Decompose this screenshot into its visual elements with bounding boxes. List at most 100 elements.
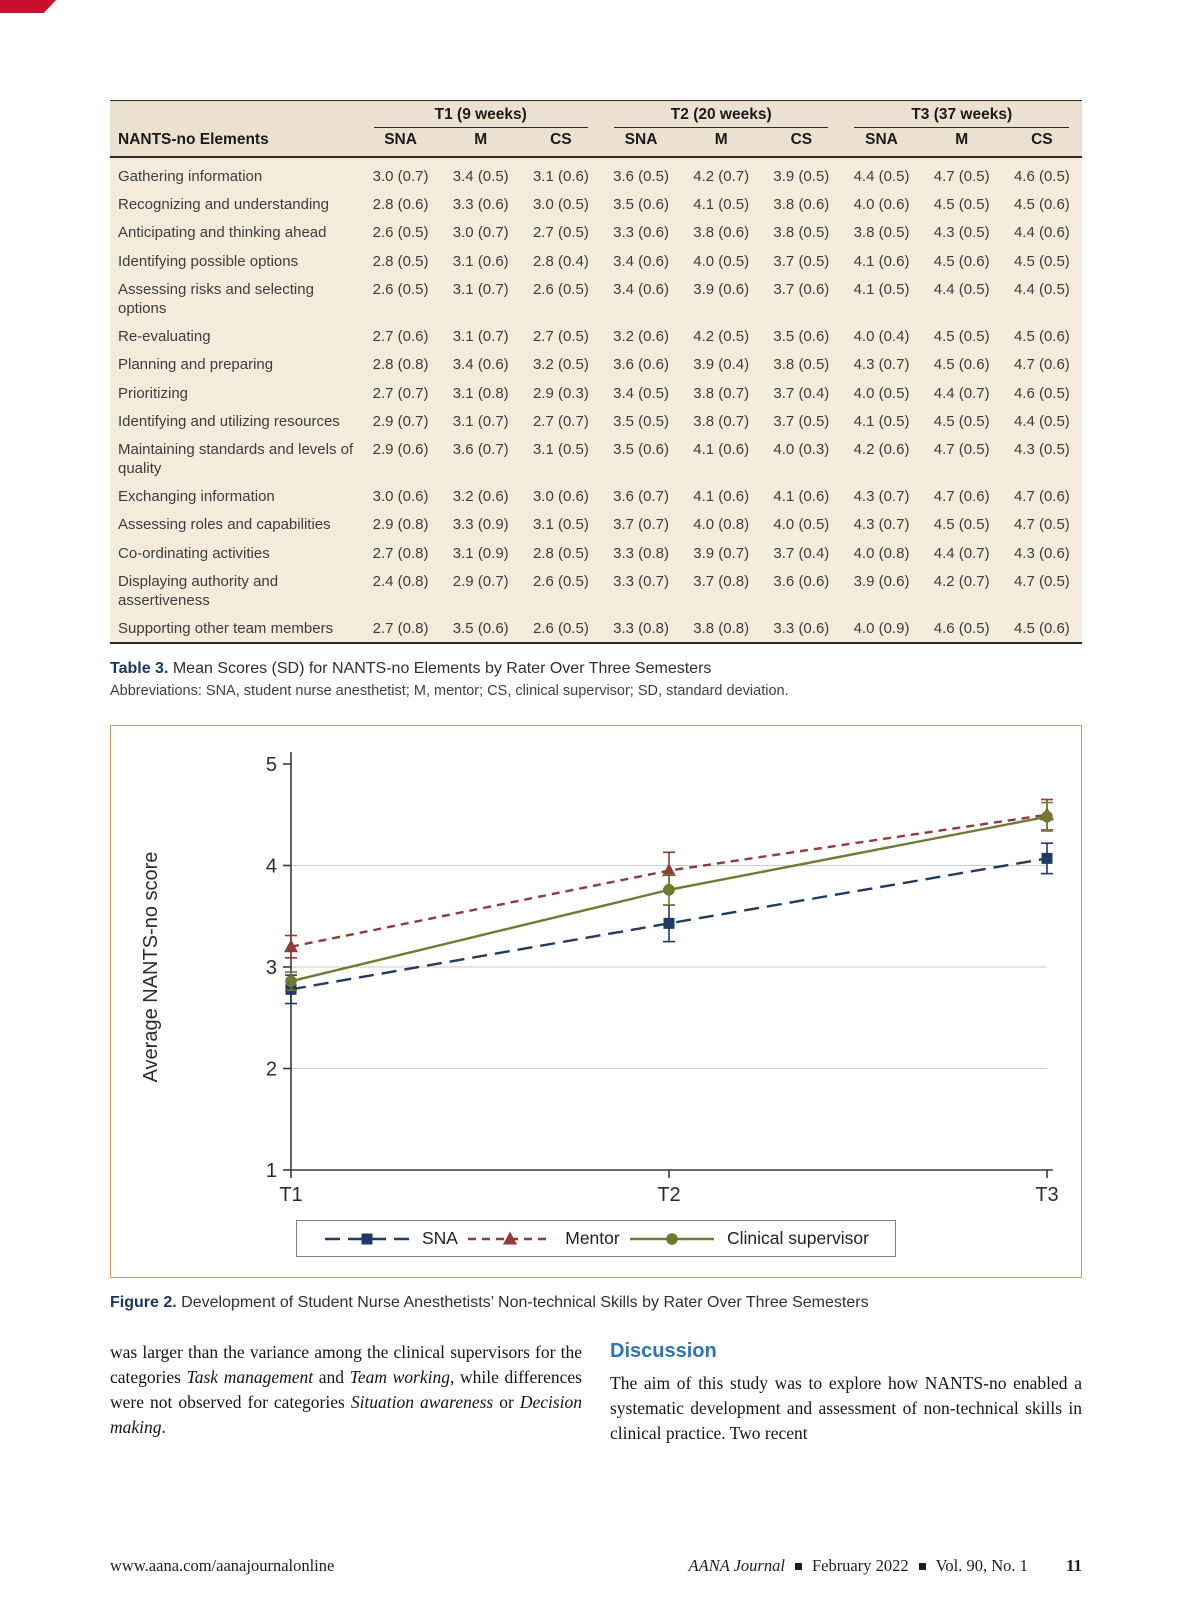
legend-square-line-icon (325, 1233, 409, 1245)
score-cell: 3.8 (0.6) (773, 196, 830, 214)
score-cell: 3.0 (0.6) (372, 488, 429, 506)
score-cell: 3.1 (0.9) (452, 544, 509, 562)
footer-issue: February 2022 (811, 1556, 909, 1575)
score-cell: 2.6 (0.5) (372, 224, 429, 242)
score-cell: 4.0 (0.8) (853, 544, 910, 562)
page-content: T1 (9 weeks) T2 (20 weeks) T3 (37 weeks)… (110, 100, 1082, 1446)
group-header-t2: T2 (20 weeks) (601, 101, 841, 128)
table-body: Gathering information 3.0 (0.7) 3.4 (0.5) 3… (110, 157, 1082, 643)
score-cell: 4.5 (0.6) (1013, 620, 1070, 638)
score-cell: 3.2 (0.6) (452, 488, 509, 506)
score-cell: 2.7 (0.7) (372, 384, 429, 402)
score-cell: 3.1 (0.6) (452, 252, 509, 270)
score-cell: 4.3 (0.5) (933, 224, 990, 242)
col-header-m-t2: M (681, 128, 762, 158)
score-cell: 3.6 (0.7) (613, 488, 669, 506)
col-header-sna-t1: SNA (360, 128, 441, 158)
score-cell: 4.0 (0.5) (773, 516, 830, 534)
legend-label: SNA (422, 1228, 458, 1249)
table-row: Gathering information 3.0 (0.7) 3.4 (0.5) 3… (110, 157, 1082, 190)
score-cell: 2.8 (0.6) (372, 196, 429, 214)
score-cell: 4.4 (0.5) (853, 168, 910, 185)
score-cell: 2.8 (0.5) (372, 252, 429, 270)
line-chart-svg: 1 2 3 4 5 T1 T2 T3 Average NANTS-no score (140, 752, 1059, 1206)
score-cell: 3.3 (0.8) (613, 544, 669, 562)
journal-corner-mark (0, 0, 56, 13)
col-header-sna-t2: SNA (600, 128, 682, 158)
score-cell: 2.6 (0.5) (532, 620, 589, 638)
footer-citation: AANA Journal February 2022 Vol. 90, No. 1 1… (689, 1556, 1082, 1576)
figure-caption: Figure 2. Development of Student Nurse A… (110, 1294, 1082, 1312)
score-cell: 3.0 (0.7) (452, 224, 509, 242)
score-cell: 4.0 (0.5) (853, 384, 910, 402)
score-cell: 4.7 (0.5) (933, 168, 990, 185)
score-cell: 3.2 (0.5) (532, 356, 589, 374)
score-cell: 3.8 (0.8) (693, 620, 750, 638)
score-cell: 3.4 (0.5) (613, 384, 669, 402)
page-footer: www.aana.com/aanajournalonline AANA Jour… (110, 1556, 1082, 1576)
score-cell: 4.1 (0.6) (773, 488, 830, 506)
score-cell: 4.6 (0.5) (1013, 168, 1070, 185)
footer-url: www.aana.com/aanajournalonline (110, 1556, 335, 1575)
table-group-header-row: T1 (9 weeks) T2 (20 weeks) T3 (37 weeks) (110, 101, 1082, 128)
score-cell: 4.5 (0.6) (933, 252, 990, 270)
nants-scores-table: T1 (9 weeks) T2 (20 weeks) T3 (37 weeks)… (110, 100, 1082, 645)
score-cell: 4.3 (0.7) (853, 488, 910, 506)
table-abbreviations: Abbreviations: SNA, student nurse anesth… (110, 683, 789, 700)
table-row: Exchanging information 3.0 (0.6) 3.2 (0.6)… (110, 482, 1082, 510)
score-cell: 4.4 (0.5) (1013, 412, 1070, 430)
table-row: Re-evaluating 2.7 (0.6) 3.1 (0.7) 2.7 (0.5)… (110, 322, 1082, 350)
score-cell: 4.5 (0.6) (933, 356, 990, 374)
score-cell: 2.8 (0.8) (372, 356, 429, 374)
score-cell: 4.3 (0.7) (853, 516, 910, 534)
group-header-t3: T3 (37 weeks) (841, 101, 1082, 128)
score-cell: 2.9 (0.3) (532, 384, 589, 402)
table-row: Displaying authority and assertiveness 2.… (110, 567, 1082, 614)
score-cell: 4.2 (0.5) (693, 328, 750, 346)
element-label: Identifying possible options (118, 252, 299, 270)
score-cell: 3.6 (0.7) (452, 440, 509, 458)
legend-label: Clinical supervisor (726, 1228, 869, 1249)
legend-circle-line-icon (629, 1233, 714, 1245)
score-cell: 4.1 (0.6) (853, 252, 910, 270)
score-cell: 3.4 (0.6) (613, 252, 669, 270)
figure-box: 1 2 3 4 5 T1 T2 T3 Average NANTS-no score SNA Men… (110, 725, 1082, 1279)
table-row: Maintaining standards and levels of qual… (110, 435, 1082, 482)
score-cell: 3.1 (0.5) (532, 516, 589, 534)
score-cell: 4.5 (0.5) (933, 196, 990, 214)
score-cell: 2.7 (0.5) (532, 328, 589, 346)
score-cell: 2.7 (0.7) (532, 412, 589, 430)
table-row: Identifying and utilizing resources 2.9 (… (110, 407, 1082, 435)
score-cell: 4.1 (0.5) (853, 412, 910, 430)
col-header-cs-t2: CS (761, 128, 842, 158)
score-cell: 3.3 (0.6) (613, 224, 669, 242)
elements-column-header: NANTS-no Elements (110, 128, 361, 158)
score-cell: 3.8 (0.7) (693, 412, 750, 430)
score-cell: 4.5 (0.5) (933, 328, 990, 346)
element-label: Co-ordinating activities (118, 544, 270, 562)
table-row: Prioritizing 2.7 (0.7) 3.1 (0.8) 2.9 (0.3) 3… (110, 379, 1082, 407)
table-row: Co-ordinating activities 2.7 (0.8) 3.1 (0.… (110, 539, 1082, 567)
score-cell: 3.1 (0.6) (532, 168, 589, 185)
score-cell: 3.3 (0.6) (452, 196, 509, 214)
score-cell: 3.1 (0.8) (452, 384, 509, 402)
score-cell: 3.3 (0.8) (613, 620, 669, 638)
chart-legend: SNA Mentor Clinical supervisor (296, 1220, 896, 1258)
table-caption-number: Table 3. (110, 660, 169, 678)
score-cell: 3.9 (0.6) (693, 280, 750, 298)
score-cell: 2.4 (0.8) (372, 572, 429, 590)
score-cell: 4.5 (0.5) (1013, 252, 1070, 270)
element-label: Planning and preparing (118, 356, 274, 374)
score-cell: 3.9 (0.7) (693, 544, 750, 562)
score-cell: 4.1 (0.5) (693, 196, 750, 214)
legend-item: SNA (323, 1228, 458, 1249)
score-cell: 4.0 (0.4) (853, 328, 910, 346)
score-cell: 3.3 (0.9) (452, 516, 509, 534)
score-cell: 3.2 (0.6) (613, 328, 669, 346)
footer-journal-name: AANA Journal (688, 1556, 785, 1575)
score-cell: 3.8 (0.5) (853, 224, 910, 242)
element-label: Maintaining standards and levels of qual… (118, 440, 354, 478)
footer-page-number: 11 (1065, 1556, 1082, 1575)
score-cell: 3.7 (0.4) (773, 384, 830, 402)
legend-triangle-line-icon (468, 1231, 553, 1245)
